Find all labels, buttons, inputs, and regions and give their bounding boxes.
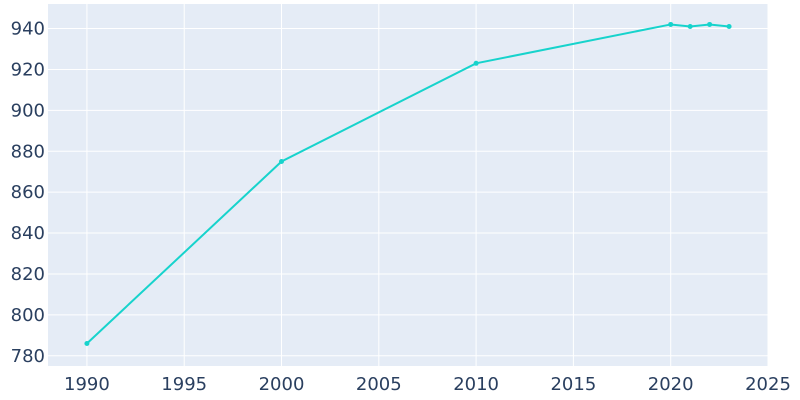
y-tick-label: 780	[11, 346, 45, 367]
x-tick-label: 2010	[453, 374, 499, 395]
data-point	[668, 21, 674, 27]
data-points	[84, 21, 732, 347]
x-tick-label: 2005	[356, 374, 402, 395]
x-tick-label: 2020	[648, 374, 694, 395]
data-point	[726, 23, 732, 29]
x-tick-label: 2000	[259, 374, 305, 395]
data-point	[707, 21, 713, 27]
y-tick-label: 920	[11, 59, 45, 80]
y-tick-label: 800	[11, 305, 45, 326]
data-point	[279, 158, 285, 164]
y-tick-label: 940	[11, 19, 45, 40]
horizontal-gridlines	[48, 28, 768, 357]
y-axis-tick-labels: 780 800 820 840 860 880 900 920 940	[11, 19, 45, 367]
y-tick-label: 860	[11, 182, 45, 203]
x-tick-label: 2015	[550, 374, 596, 395]
data-point	[84, 341, 90, 347]
x-tick-label: 1995	[161, 374, 207, 395]
data-point	[687, 23, 693, 29]
x-axis-tick-labels: 1990 1995 2000 2005 2010 2015 2020 2025	[64, 374, 791, 395]
plot-area	[48, 4, 768, 366]
x-tick-label: 1990	[64, 374, 110, 395]
y-tick-label: 840	[11, 223, 45, 244]
y-tick-label: 880	[11, 141, 45, 162]
data-point	[473, 60, 479, 66]
y-tick-label: 820	[11, 264, 45, 285]
x-tick-label: 2025	[745, 374, 791, 395]
y-tick-label: 900	[11, 100, 45, 121]
